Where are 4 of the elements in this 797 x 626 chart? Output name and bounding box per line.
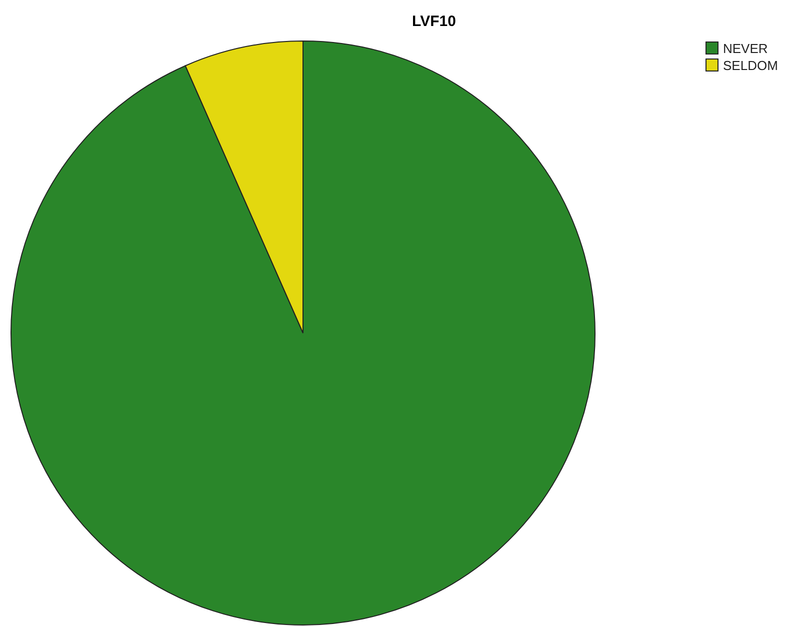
- legend-label: SELDOM: [723, 58, 778, 73]
- pie-slice: [10, 40, 596, 626]
- chart-title: LVF10: [412, 13, 456, 30]
- legend-label: NEVER: [723, 41, 768, 56]
